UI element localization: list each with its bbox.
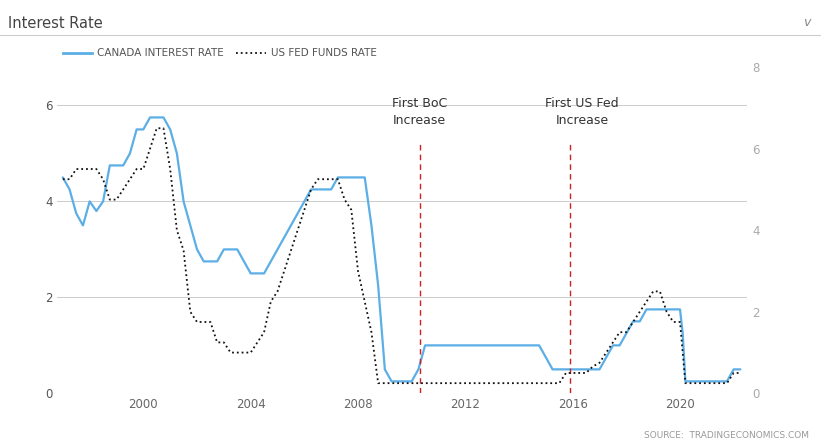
Text: v: v (803, 16, 810, 29)
Text: Interest Rate: Interest Rate (8, 16, 103, 31)
Text: First BoC
Increase: First BoC Increase (392, 97, 447, 127)
Text: First US Fed
Increase: First US Fed Increase (545, 97, 619, 127)
Text: SOURCE:  TRADINGECONOMICS.COM: SOURCE: TRADINGECONOMICS.COM (644, 431, 809, 440)
Legend: CANADA INTEREST RATE, US FED FUNDS RATE: CANADA INTEREST RATE, US FED FUNDS RATE (58, 44, 381, 63)
